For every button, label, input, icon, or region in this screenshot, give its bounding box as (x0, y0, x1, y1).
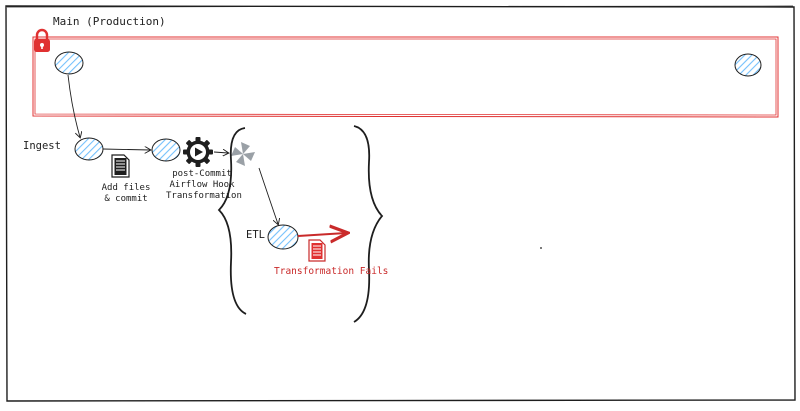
arrow-transformation-fails (297, 233, 346, 236)
stray-dot (540, 247, 542, 249)
etl-label: ETL (246, 229, 265, 241)
arrow-airflow-to-etl (258, 167, 278, 224)
main-end-node (734, 53, 762, 77)
post-commit-hook-label: post-Commit Airflow Hook Transformation (166, 169, 242, 201)
arrow-main-to-ingest (67, 74, 80, 137)
airflow-pinwheel-icon (231, 142, 255, 166)
lock-icon (34, 28, 50, 52)
arrow-hook-to-airflow (213, 152, 228, 153)
document-icon (111, 154, 130, 178)
add-files-label: Add files & commit (101, 183, 151, 204)
main-start-node (54, 51, 84, 75)
failed-document-icon (308, 239, 326, 262)
etl-node (267, 224, 299, 250)
play-gear-icon (183, 137, 213, 167)
ingest-node-1 (74, 137, 104, 161)
ingest-node-2 (151, 138, 181, 162)
ingest-label: Ingest (23, 140, 61, 152)
transformation-fails-label: Transformation Fails (274, 266, 389, 277)
etl-left-brace (217, 127, 247, 315)
main-production-box (32, 36, 779, 118)
etl-right-brace (353, 125, 384, 323)
outer-frame (5, 5, 796, 402)
arrow-ingest-commit (102, 149, 150, 150)
main-production-label: Main (Production) (53, 15, 166, 28)
